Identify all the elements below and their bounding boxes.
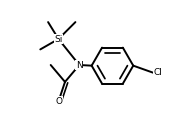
Text: N: N [76, 60, 83, 70]
Text: Si: Si [54, 34, 63, 44]
Text: Cl: Cl [153, 68, 162, 77]
Text: O: O [55, 97, 62, 106]
